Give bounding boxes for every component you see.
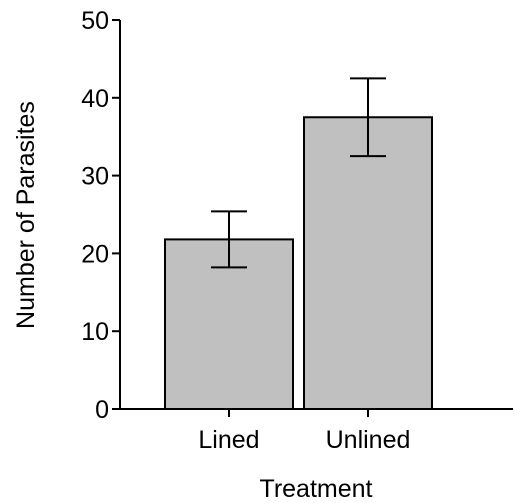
error-bar-lined [211,210,247,269]
y-axis-title: Number of Parasites [12,101,40,329]
y-tick-label: 40 [81,85,109,113]
bar-unlined [303,116,433,410]
error-bar-unlined [350,77,386,158]
x-tick-label-unlined: Unlined [326,426,411,454]
y-tick-label: 50 [81,7,109,35]
bars [164,116,433,410]
y-tick-label: 10 [81,318,109,346]
y-tick-label: 20 [81,240,109,268]
error-bars [211,77,386,269]
x-axis-title: Treatment [259,475,372,503]
y-tick-label: 0 [95,396,109,424]
y-tick-label: 30 [81,163,109,191]
ticks: 0 10 20 30 40 50 Lined Unlined [81,7,410,454]
x-tick-label-lined: Lined [198,426,259,454]
